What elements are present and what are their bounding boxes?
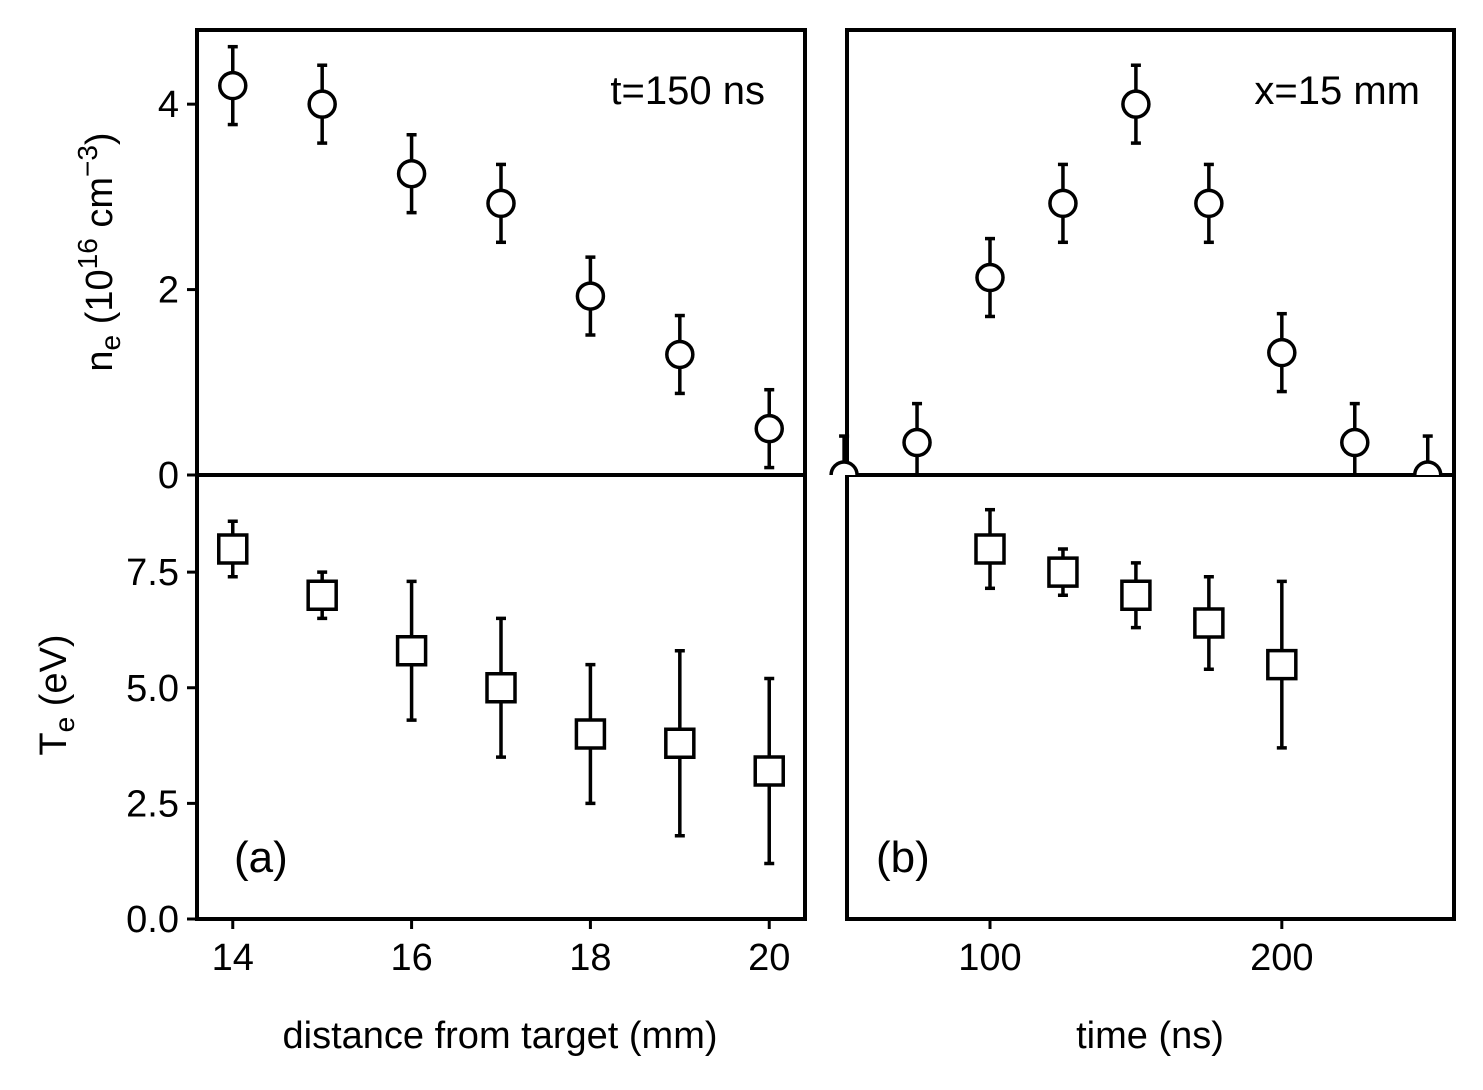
series-b_bottom: [974, 507, 1298, 750]
data-point-b_bottom-4: [1266, 648, 1298, 681]
data-point-a_top-0: [218, 70, 248, 101]
data-point-a_top-3: [486, 188, 516, 219]
data-marks: [217, 44, 1443, 866]
x-tick-label-b_bottom-1: 200: [1250, 937, 1313, 979]
series-b_top: [829, 63, 1443, 475]
axis-ticks: 0 2 4 0.0 2.5 5.0 7.5 14 16 18 20 100 200: [126, 84, 1313, 979]
x-tick-label-a_bottom-0: 14: [212, 937, 254, 979]
panel-label-b: (b): [876, 833, 930, 882]
data-point-b_top-4: [1121, 89, 1151, 119]
x-tick-label-a_bottom-1: 16: [390, 937, 432, 979]
data-point-a_bottom-0: [217, 533, 249, 565]
data-point-b_top-5: [1194, 188, 1224, 219]
data-point-b_top-6: [1267, 337, 1297, 368]
series-a_bottom: [217, 519, 785, 866]
data-point-a_top-5: [665, 339, 695, 370]
y-tick-label-a_top-1: 2: [158, 270, 179, 312]
data-point-a_top-4: [575, 281, 606, 311]
panel-label-a: (a): [234, 833, 288, 882]
y-axis-label-te: Te (eV): [33, 634, 80, 755]
y-tick-label-a_bottom-0: 0.0: [126, 899, 179, 941]
y-tick-label-a_bottom-1: 2.5: [126, 783, 179, 825]
x-tick-label-a_bottom-3: 20: [748, 937, 790, 979]
data-point-b_bottom-0: [974, 533, 1006, 565]
x-tick-label-b_bottom-0: 100: [958, 937, 1021, 979]
data-point-a_bottom-1: [306, 579, 338, 611]
panel-a-bottom-frame: [195, 473, 807, 921]
data-point-a_bottom-4: [574, 718, 607, 750]
data-point-b_bottom-1: [1047, 556, 1079, 588]
annotation-b: x=15 mm: [1254, 69, 1420, 113]
data-point-b_bottom-3: [1193, 607, 1225, 639]
panel-b-bottom-frame: [845, 473, 1456, 921]
y-tick-label-a_top-2: 4: [158, 84, 179, 126]
y-axis-label-ne: ne (1016 cm−3): [72, 132, 126, 371]
data-point-b_top-0: [829, 460, 859, 475]
y-tick-label-a_top-0: 0: [158, 455, 179, 497]
y-tick-label-a_bottom-2: 5.0: [126, 668, 179, 710]
data-point-a_top-2: [396, 158, 427, 189]
y-tick-label-a_bottom-3: 7.5: [126, 552, 179, 594]
data-point-a_bottom-6: [753, 755, 785, 787]
data-point-a_bottom-5: [664, 727, 696, 759]
data-point-b_top-3: [1048, 188, 1078, 219]
data-point-a_top-6: [754, 413, 784, 444]
data-point-b_top-8: [1412, 460, 1443, 475]
data-point-a_top-1: [307, 89, 337, 119]
data-point-b_top-7: [1340, 427, 1370, 458]
data-point-a_bottom-3: [485, 672, 517, 704]
data-point-b_top-2: [975, 262, 1005, 293]
data-point-b_top-1: [902, 427, 932, 458]
data-point-a_bottom-2: [395, 635, 428, 667]
x-axis-label-a: distance from target (mm): [283, 1015, 718, 1057]
x-axis-label-b: time (ns): [1076, 1015, 1224, 1057]
x-tick-label-a_bottom-2: 18: [569, 937, 611, 979]
data-point-b_bottom-2: [1120, 579, 1152, 611]
series-a_top: [218, 44, 784, 470]
annotation-a: t=150 ns: [610, 69, 765, 113]
